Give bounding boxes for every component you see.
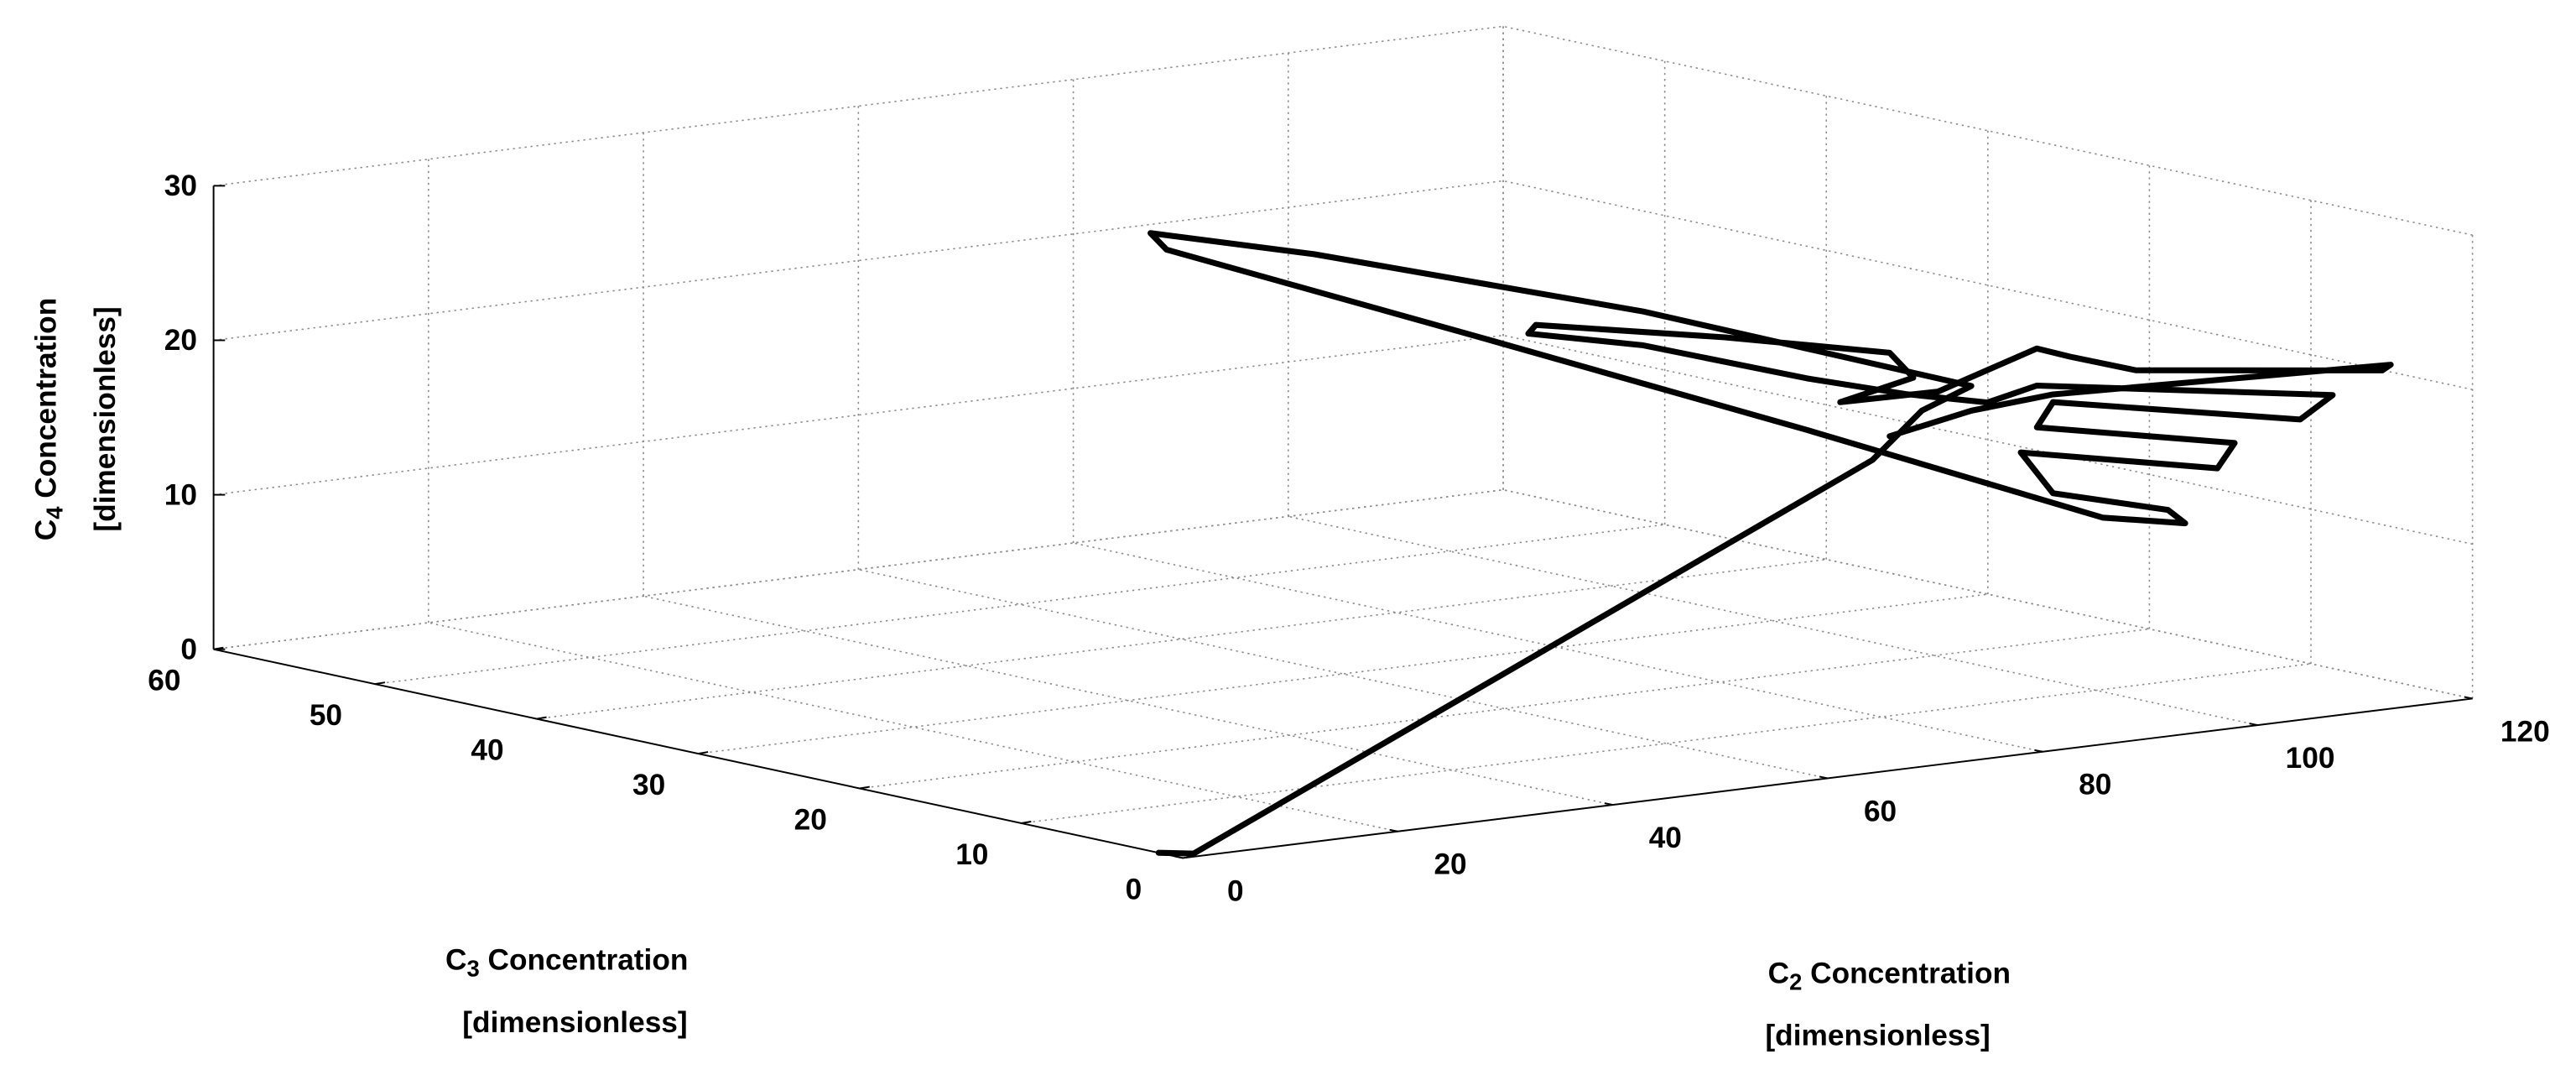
tick-mark	[536, 716, 547, 720]
label-text: Concentration	[30, 298, 63, 507]
label-subscript: 4	[42, 506, 68, 519]
x-tick-label: 100	[2286, 742, 2335, 775]
tick-mark	[1021, 821, 1032, 824]
y-axis-label: C3 Concentration	[445, 944, 688, 982]
grid-line	[213, 488, 1504, 650]
grid-line	[859, 628, 2150, 790]
x-axis-unit: [dimensionless]	[1765, 1020, 1990, 1052]
z-tick-label: 30	[164, 170, 197, 202]
label-subscript: 2	[1789, 968, 1802, 994]
tick-mark	[859, 785, 870, 790]
grid-line	[213, 334, 1504, 496]
z-tick-label: 10	[164, 478, 197, 511]
tick-mark	[1182, 855, 1194, 859]
grid-line	[375, 524, 1665, 685]
tick-mark	[1174, 855, 1184, 859]
tick-mark	[698, 751, 709, 755]
grid-line	[698, 593, 1988, 754]
grid-line	[1021, 663, 2312, 824]
grid	[212, 25, 2474, 859]
x-tick-label: 80	[2079, 769, 2111, 801]
x-axis-label: C2 Concentration	[1768, 957, 2011, 994]
y-tick-label: 60	[148, 665, 180, 697]
x-tick-label: 20	[1434, 848, 1466, 881]
y-tick-label: 50	[310, 699, 342, 732]
x-tick-label: 60	[1864, 795, 1897, 827]
x-tick-label: 40	[1649, 822, 1682, 854]
y-tick-label: 0	[1126, 873, 1142, 905]
tick-mark	[1604, 802, 1613, 806]
label-text: Concentration	[1802, 957, 2011, 989]
y-axis-unit: [dimensionless]	[462, 1006, 687, 1039]
x-tick-label: 120	[2501, 715, 2550, 748]
tick-mark	[2249, 723, 2258, 727]
tick-mark	[2464, 696, 2473, 700]
grid-line	[213, 180, 1504, 342]
y-tick-label: 20	[794, 803, 827, 836]
z-axis-label: C4 Concentration	[30, 298, 68, 540]
y-tick-label: 30	[632, 769, 665, 801]
tick-mark	[1819, 775, 1829, 780]
tick-mark	[1389, 828, 1398, 832]
label-symbol: C	[445, 944, 466, 977]
y-tick-label: 40	[471, 734, 503, 767]
grid-line	[536, 558, 1827, 720]
x-tick-label: 0	[1227, 874, 1244, 907]
z-tick-label: 0	[180, 633, 197, 665]
tick-mark	[375, 681, 386, 686]
label-text: Concentration	[480, 944, 689, 977]
label-symbol: C	[30, 519, 63, 540]
z-tick-label: 20	[164, 324, 197, 357]
data-line	[1147, 230, 2394, 857]
y-tick-label: 10	[955, 838, 988, 871]
grid-line	[1502, 25, 2473, 236]
label-subscript: 3	[466, 956, 479, 982]
label-symbol: C	[1768, 957, 1789, 989]
tick-mark	[2034, 749, 2043, 753]
z-axis-unit: [dimensionless]	[89, 306, 122, 531]
plot-area	[1147, 230, 2394, 857]
grid-line	[213, 25, 1504, 187]
